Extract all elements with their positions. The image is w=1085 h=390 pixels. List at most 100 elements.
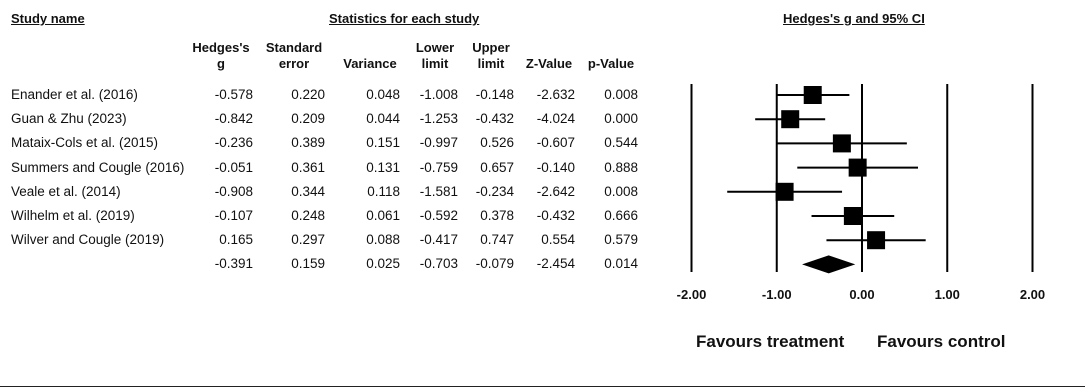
stat-cell-g: -0.051 xyxy=(214,159,253,175)
stat-cell-upper: -0.234 xyxy=(475,183,514,199)
column-header-line2: g xyxy=(217,56,225,71)
stat-cell-upper: 0.747 xyxy=(480,232,514,248)
x-tick-label: -2.00 xyxy=(676,287,707,302)
stat-cell-var: 0.061 xyxy=(366,208,400,223)
column-header: Lower limit xyxy=(395,40,475,72)
stat-cell-se: 0.361 xyxy=(291,159,325,175)
stat-cell-z: -0.432 xyxy=(536,208,575,223)
stat-cell-upper: -0.079 xyxy=(475,256,514,272)
stat-cell-g: 0.165 xyxy=(219,232,253,248)
stat-cell-var: 0.088 xyxy=(366,232,400,248)
stat-cell-p: 0.008 xyxy=(604,183,638,199)
column-header-line1: Hedges's xyxy=(192,40,250,55)
x-tick-label: -1.00 xyxy=(761,287,792,302)
stat-cell-p: 0.000 xyxy=(604,111,638,127)
effect-marker xyxy=(848,158,867,177)
stat-cell-z: -2.642 xyxy=(536,183,575,199)
stat-cell-z: 0.554 xyxy=(541,232,575,248)
column-header-line2: limit xyxy=(477,56,505,71)
effect-marker xyxy=(803,86,822,104)
stat-cell-upper: -0.432 xyxy=(475,111,514,127)
stat-cell-g: -0.391 xyxy=(214,256,253,272)
stat-cell-upper: 0.657 xyxy=(480,159,514,175)
column-header-line2: Variance xyxy=(343,56,397,71)
stat-cell-z: -0.140 xyxy=(536,159,575,175)
stat-cell-g: -0.908 xyxy=(214,183,253,199)
stat-cell-var: 0.118 xyxy=(367,183,400,199)
stat-cell-upper: -0.148 xyxy=(475,87,514,102)
x-tick-label: 0.00 xyxy=(849,287,875,302)
stat-cell-g: -0.236 xyxy=(214,135,253,151)
stat-cell-se: 0.248 xyxy=(291,208,325,223)
column-header: Upper limit xyxy=(451,40,531,72)
plot-header: Hedges's g and 95% CI xyxy=(783,11,925,26)
stat-cell-p: 0.579 xyxy=(604,232,638,248)
stat-cell-upper: 0.378 xyxy=(480,208,514,223)
stat-cell-lower: -0.417 xyxy=(419,232,458,248)
stat-cell-se: 0.159 xyxy=(291,256,325,272)
column-header: Variance xyxy=(330,40,410,72)
stat-cell-var: 0.131 xyxy=(366,159,400,175)
stat-cell-var: 0.025 xyxy=(366,256,400,272)
stat-cell-z: -2.632 xyxy=(536,87,575,102)
stat-cell-lower: -1.253 xyxy=(419,111,458,127)
x-tick-label: 1.00 xyxy=(934,287,960,302)
study-name-cell: Wilver and Cougle (2019) xyxy=(11,232,165,248)
stat-cell-z: -0.607 xyxy=(536,135,575,151)
stat-cell-p: 0.544 xyxy=(604,135,638,151)
stat-cell-p: 0.888 xyxy=(604,159,638,175)
column-header: Standard error xyxy=(254,40,334,72)
stat-cell-g: -0.107 xyxy=(214,208,253,223)
stat-cell-se: 0.220 xyxy=(291,87,325,102)
study-name-cell: Veale et al. (2014) xyxy=(11,183,121,199)
effect-marker xyxy=(867,231,886,250)
column-header-line2: p-Value xyxy=(587,56,635,71)
column-header-line2: limit xyxy=(421,56,449,71)
stat-cell-var: 0.044 xyxy=(366,111,400,127)
stat-cell-lower: -1.581 xyxy=(419,183,458,199)
effect-marker xyxy=(832,134,851,153)
bottom-rule xyxy=(0,386,1085,387)
effect-marker xyxy=(775,182,794,201)
column-header: Z-Value xyxy=(509,40,589,72)
x-tick-label: 2.00 xyxy=(1019,287,1046,302)
column-header: Hedges's g xyxy=(181,40,261,72)
stat-cell-upper: 0.526 xyxy=(480,135,514,151)
stat-cell-p: 0.666 xyxy=(604,208,638,223)
stat-cell-p: 0.008 xyxy=(604,87,638,102)
study-name-cell: Enander et al. (2016) xyxy=(11,87,138,102)
stat-cell-var: 0.151 xyxy=(366,135,400,151)
stat-cell-p: 0.014 xyxy=(604,256,638,272)
column-header-line1: Standard xyxy=(265,40,323,55)
column-header: p-Value xyxy=(571,40,651,72)
column-header-line1: Upper xyxy=(472,40,510,55)
column-header-line2: Z-Value xyxy=(525,56,573,71)
statistics-header: Statistics for each study xyxy=(329,11,480,26)
study-name-cell: Summers and Cougle (2016) xyxy=(11,159,185,175)
stat-cell-se: 0.344 xyxy=(291,183,325,199)
column-header-line2: error xyxy=(278,56,310,71)
stat-cell-lower: -1.008 xyxy=(419,87,458,102)
stat-cell-z: -2.454 xyxy=(536,256,575,272)
effect-marker xyxy=(781,110,800,129)
column-header-line1: Lower xyxy=(415,40,455,55)
study-name-header: Study name xyxy=(11,11,85,26)
favours-control-label: Favours control xyxy=(877,332,1006,351)
stat-cell-se: 0.297 xyxy=(291,232,325,248)
stat-cell-se: 0.389 xyxy=(291,135,325,151)
study-name-cell: Guan & Zhu (2023) xyxy=(11,111,127,127)
stat-cell-var: 0.048 xyxy=(366,87,400,102)
effect-marker xyxy=(843,207,862,225)
stat-cell-lower: -0.997 xyxy=(419,135,458,151)
stat-cell-g: -0.578 xyxy=(214,87,253,102)
stat-cell-lower: -0.703 xyxy=(419,256,458,272)
stat-cell-z: -4.024 xyxy=(536,111,575,127)
study-name-cell: Wilhelm et al. (2019) xyxy=(11,208,135,223)
stat-cell-se: 0.209 xyxy=(291,111,325,127)
favours-treatment-label: Favours treatment xyxy=(696,332,845,351)
summary-diamond xyxy=(802,255,856,274)
stat-cell-g: -0.842 xyxy=(214,111,253,127)
study-name-cell: Mataix-Cols et al. (2015) xyxy=(11,135,159,151)
stat-cell-lower: -0.592 xyxy=(419,208,458,223)
